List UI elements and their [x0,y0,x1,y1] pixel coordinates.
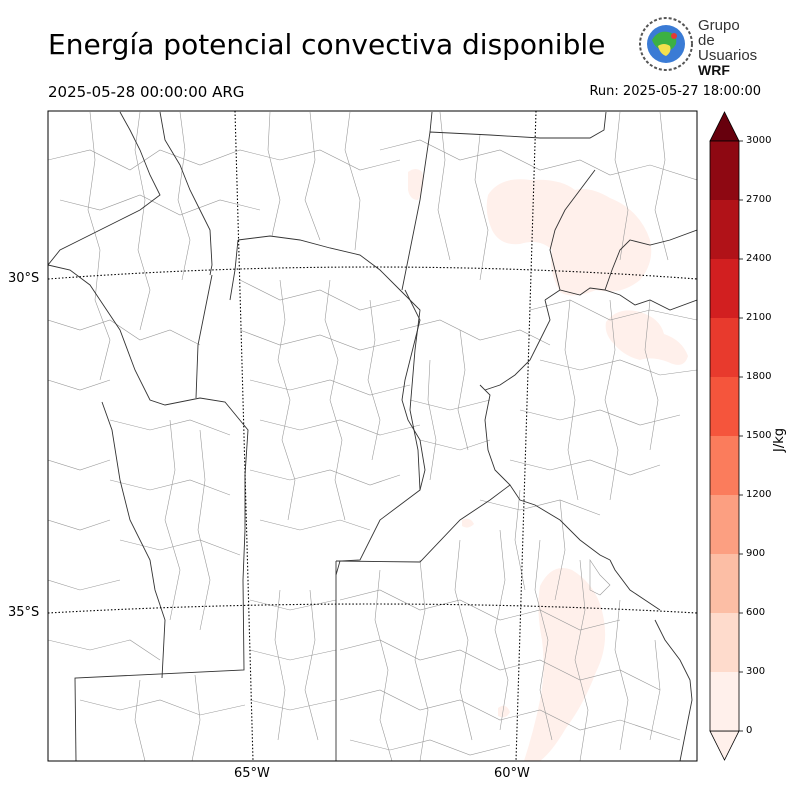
page-title: Energía potencial convectiva disponible [48,28,606,61]
colorbar-tick-label: 900 [746,548,766,559]
colorbar-tick-label: 600 [746,607,766,618]
lon-label-65w: 65°W [234,766,270,781]
colorbar-tick-label: 3000 [746,135,772,146]
colorbar-tick-label: 1200 [746,489,772,500]
colorbar-tick-label: 0 [746,725,753,736]
department-boundaries [48,111,697,761]
cape-shading [408,169,688,761]
logo-line-1: Grupo de [698,17,740,49]
colorbar-band [710,613,739,672]
colorbar-band [710,554,739,613]
logo-line-3: WRF [698,62,730,78]
colorbar-extend-min [709,730,740,761]
colorbar-tick-label: 1500 [746,430,772,441]
colorbar-tick-label: 300 [746,666,766,677]
colorbar [709,111,743,761]
colorbar-tick-label: 2100 [746,312,772,323]
colorbar-band [710,377,739,436]
colorbar-unit-label: J/kg [772,428,787,452]
lat-label-35s: 35°S [8,605,40,620]
lat-label-30s: 30°S [8,271,40,286]
valid-time: 2025-05-28 00:00:00 ARG [48,83,245,101]
lon-label-60w: 60°W [494,766,530,781]
logo: Grupo de Usuarios WRF [638,16,758,78]
colorbar-band [710,318,739,377]
colorbar-band [710,495,739,554]
graticule [48,111,697,761]
map-frame [47,110,698,762]
colorbar-band [710,141,739,200]
colorbar-band [710,436,739,495]
province-boundaries [48,111,697,761]
colorbar-band [710,259,739,318]
colorbar-band [710,200,739,259]
colorbar-tick-label: 2700 [746,194,772,205]
colorbar-tick-label: 2400 [746,253,772,264]
logo-line-2: Usuarios [698,47,758,64]
colorbar-band [710,672,739,731]
globe-icon [639,17,693,71]
colorbar-tick-label: 1800 [746,371,772,382]
run-time: Run: 2025-05-27 18:00:00 [589,84,761,99]
colorbar-extend-max [709,111,740,142]
